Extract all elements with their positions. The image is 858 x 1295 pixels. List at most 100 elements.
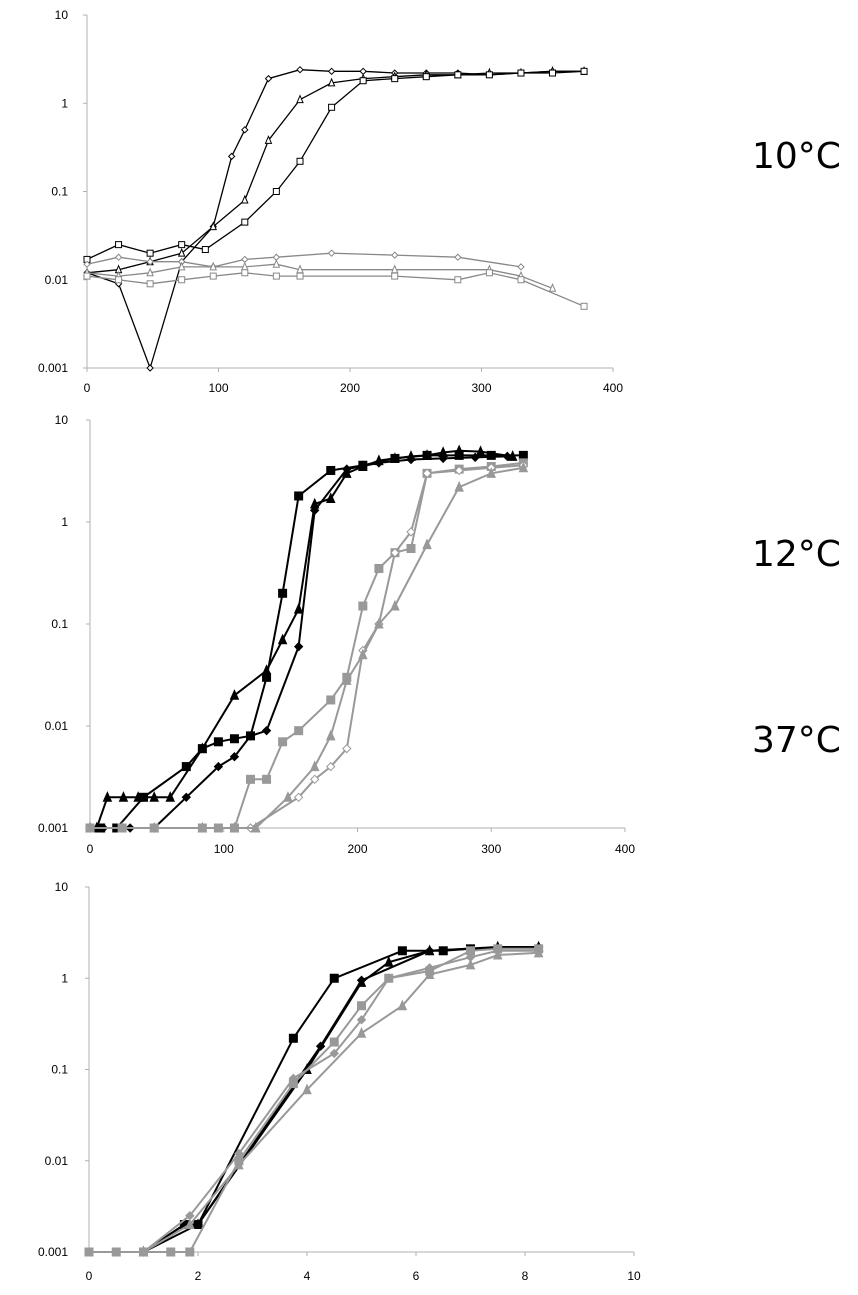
data-point-square <box>391 272 399 280</box>
data-point-square <box>357 1001 366 1011</box>
data-point-diamond <box>454 253 462 261</box>
data-point-triangle <box>342 674 352 685</box>
data-point-triangle <box>102 791 113 802</box>
data-point-square <box>201 246 209 254</box>
data-point-diamond <box>438 453 448 464</box>
data-point-triangle <box>272 258 281 268</box>
y-tick-label: 0.001 <box>38 821 68 835</box>
data-point-triangle <box>149 791 159 802</box>
data-point-square <box>213 737 223 747</box>
series-line <box>86 272 585 307</box>
data-point-diamond <box>296 65 304 74</box>
data-point-triangle <box>486 467 497 478</box>
x-tick-label: 300 <box>471 381 491 395</box>
y-tick-label: 0.01 <box>45 273 69 287</box>
data-point-diamond <box>517 263 525 271</box>
data-point-diamond <box>241 126 249 134</box>
series-4 <box>84 944 544 1257</box>
data-point-diamond <box>264 74 273 83</box>
data-point-square <box>326 465 336 475</box>
data-point-square <box>454 71 462 79</box>
data-point-triangle <box>117 821 127 833</box>
x-tick-label: 2 <box>195 1269 202 1283</box>
data-point-square <box>422 73 430 81</box>
y-tick-label: 0.001 <box>38 1245 68 1259</box>
y-tick-label: 0.1 <box>51 617 68 631</box>
data-point-square <box>111 1247 121 1257</box>
data-point-diamond <box>146 364 154 372</box>
data-point-triangle <box>146 267 154 277</box>
data-point-square <box>549 69 557 77</box>
temperature-label: 37°C <box>752 720 841 761</box>
data-point-diamond <box>329 1048 339 1059</box>
x-tick-label: 200 <box>347 842 367 856</box>
data-point-square <box>178 276 186 284</box>
data-point-triangle <box>356 1026 367 1038</box>
data-point-square <box>294 726 304 736</box>
data-point-square <box>278 588 288 598</box>
data-point-triangle <box>293 602 304 614</box>
data-point-square <box>406 543 416 553</box>
data-point-square <box>485 71 493 79</box>
data-point-triangle <box>309 760 320 772</box>
data-point-square <box>166 1247 176 1257</box>
data-point-diamond <box>342 464 352 474</box>
data-point-triangle <box>492 948 503 960</box>
data-point-diamond <box>424 946 435 956</box>
data-point-square <box>397 946 407 956</box>
data-point-triangle <box>149 821 159 833</box>
x-tick-label: 0 <box>87 842 94 856</box>
data-point-square <box>181 762 191 772</box>
data-point-diamond <box>326 761 336 772</box>
data-point-triangle <box>533 946 544 958</box>
data-point-triangle <box>85 821 95 833</box>
data-point-square <box>272 272 280 280</box>
data-point-square <box>454 276 462 284</box>
data-point-square <box>329 1037 339 1047</box>
data-point-square <box>328 103 336 111</box>
data-point-square <box>146 280 154 288</box>
data-point-square <box>485 269 493 277</box>
y-tick-label: 0.1 <box>51 185 68 199</box>
data-point-triangle <box>302 1083 312 1095</box>
x-tick-label: 200 <box>340 381 360 395</box>
data-point-square <box>454 450 464 460</box>
series-line <box>143 946 539 1253</box>
data-point-diamond <box>241 255 249 264</box>
x-tick-label: 100 <box>214 842 234 856</box>
data-point-diamond <box>391 251 399 259</box>
data-point-diamond <box>406 527 416 537</box>
data-point-square <box>390 453 400 463</box>
y-tick-label: 0.01 <box>45 719 69 733</box>
data-point-triangle <box>118 791 129 802</box>
data-point-square <box>197 744 207 754</box>
x-tick-label: 400 <box>615 842 635 856</box>
data-point-square <box>241 218 249 226</box>
x-tick-label: 100 <box>208 381 228 395</box>
data-point-triangle <box>383 955 394 967</box>
data-point-square <box>288 1033 298 1043</box>
data-point-square <box>296 272 304 280</box>
data-point-diamond <box>327 249 336 257</box>
series-line <box>90 461 524 829</box>
data-point-diamond <box>315 1041 326 1051</box>
data-point-triangle <box>422 538 432 550</box>
data-point-triangle <box>390 599 400 611</box>
series-line <box>86 69 585 371</box>
data-point-square <box>518 450 528 460</box>
data-point-triangle <box>454 480 464 492</box>
y-tick-label: 10 <box>55 880 69 894</box>
data-point-diamond <box>454 465 464 476</box>
series-line <box>86 263 553 289</box>
y-tick-label: 1 <box>61 971 68 985</box>
data-point-square <box>278 737 288 747</box>
data-point-square <box>296 157 304 165</box>
data-point-square <box>486 450 496 460</box>
data-point-triangle <box>548 283 557 292</box>
data-point-triangle <box>518 461 529 473</box>
data-point-triangle <box>241 194 249 204</box>
data-point-square <box>272 188 280 195</box>
data-point-square <box>294 491 304 501</box>
